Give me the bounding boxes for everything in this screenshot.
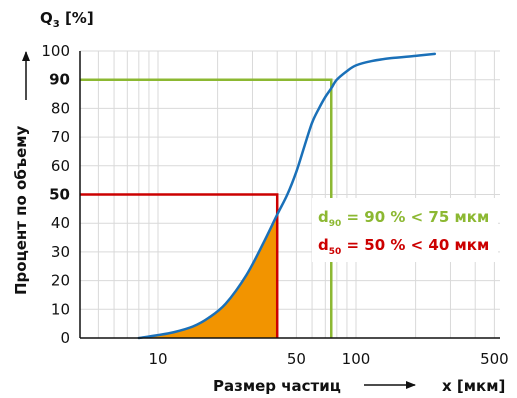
y-tick-label: 20 <box>51 272 70 290</box>
annotation-box <box>312 198 498 262</box>
x-tick-label: 100 <box>342 350 371 368</box>
guide-line-d90 <box>80 78 333 338</box>
y-tick-label: 100 <box>41 42 70 60</box>
fill-area-layer <box>138 214 278 338</box>
guide-lines <box>80 78 333 338</box>
x-axis-label: Размер частиц <box>213 377 341 395</box>
y-tick-label: 0 <box>60 329 70 347</box>
y-tick-label: 60 <box>51 157 70 175</box>
y-tick-label: 40 <box>51 214 70 232</box>
annotation-d90: d90 = 90 % < 75 мкм <box>318 208 489 229</box>
x-axis-unit-label: x [мкм] <box>442 377 505 395</box>
distribution-curve <box>137 52 437 340</box>
fill-area-d50 <box>138 214 278 338</box>
y-tick-label: 70 <box>51 128 70 146</box>
curve-layer <box>137 52 437 340</box>
labels: 0 10 20 30 40 50 60 70 80 90 100 10 50 100 500 Q3 [%] Пр… <box>12 9 509 395</box>
annotation-d50: d50 = 50 % < 40 мкм <box>318 236 489 257</box>
y-tick-label: 10 <box>51 300 70 318</box>
x-tick-label: 50 <box>287 350 306 368</box>
y-tick-label: 50 <box>49 186 70 204</box>
guide-line-d50 <box>80 193 279 338</box>
y-axis-title: Q3 [%] <box>40 9 94 30</box>
y-axis-side-label: Процент по объему <box>12 125 30 295</box>
x-tick-label: 10 <box>148 350 167 368</box>
y-tick-label: 80 <box>51 99 70 117</box>
y-tick-label: 30 <box>51 243 70 261</box>
y-tick-label: 90 <box>49 71 70 89</box>
x-tick-label: 500 <box>480 350 509 368</box>
axes <box>22 51 500 389</box>
